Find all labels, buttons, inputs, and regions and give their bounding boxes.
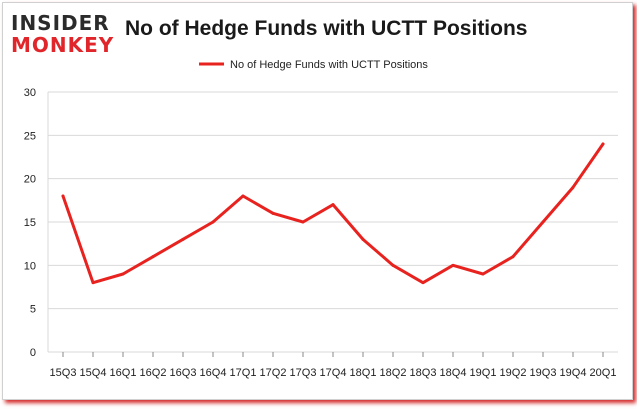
data-point xyxy=(61,194,65,198)
data-point xyxy=(511,255,515,259)
y-tick-label: 5 xyxy=(30,304,36,316)
data-point xyxy=(181,237,185,241)
y-axis-ticks: 0 5 10 15 20 25 30 xyxy=(24,87,36,359)
y-tick-label: 15 xyxy=(24,217,36,229)
x-tick-label: 15Q4 xyxy=(80,367,107,379)
data-point xyxy=(361,237,365,241)
x-tick-label: 17Q4 xyxy=(320,367,347,379)
data-point xyxy=(421,281,425,285)
data-point xyxy=(241,194,245,198)
data-point xyxy=(121,272,125,276)
data-point xyxy=(541,220,545,224)
x-tick-label: 17Q2 xyxy=(260,367,287,379)
x-tick-label: 18Q3 xyxy=(410,367,437,379)
logo-bottom-text: MONKEY xyxy=(11,33,115,57)
x-tick-label: 16Q3 xyxy=(170,367,197,379)
data-point xyxy=(601,142,605,146)
y-tick-label: 25 xyxy=(24,130,36,142)
legend-label: No of Hedge Funds with UCTT Positions xyxy=(230,59,428,71)
x-tick-label: 16Q2 xyxy=(140,367,167,379)
x-tick-label: 18Q1 xyxy=(350,367,377,379)
data-point xyxy=(571,185,575,189)
data-point xyxy=(451,263,455,267)
x-tick-label: 18Q2 xyxy=(380,367,407,379)
x-tick-label: 19Q3 xyxy=(530,367,557,379)
data-point xyxy=(91,281,95,285)
chart-frame: INSIDER MONKEY No of Hedge Funds with UC… xyxy=(2,2,633,400)
data-point xyxy=(151,255,155,259)
x-tick-label: 15Q3 xyxy=(50,367,77,379)
data-point xyxy=(331,203,335,207)
y-tick-label: 0 xyxy=(30,347,36,359)
data-point xyxy=(271,211,275,215)
x-axis-ticks: 15Q3 15Q4 16Q1 16Q2 16Q3 16Q4 17Q1 17Q2 17Q3 17Q4… xyxy=(50,352,617,379)
data-point xyxy=(211,220,215,224)
x-tick-label: 16Q1 xyxy=(110,367,137,379)
x-tick-label: 17Q3 xyxy=(290,367,317,379)
x-tick-label: 16Q4 xyxy=(200,367,227,379)
data-point xyxy=(301,220,305,224)
y-tick-label: 30 xyxy=(24,87,36,99)
x-tick-label: 19Q4 xyxy=(560,367,587,379)
data-point xyxy=(481,272,485,276)
insider-monkey-logo: INSIDER MONKEY xyxy=(11,11,121,57)
x-tick-label: 19Q1 xyxy=(470,367,497,379)
y-tick-label: 10 xyxy=(24,260,36,272)
legend: No of Hedge Funds with UCTT Positions xyxy=(199,59,428,71)
data-point xyxy=(391,263,395,267)
x-tick-label: 19Q2 xyxy=(500,367,527,379)
y-tick-label: 20 xyxy=(24,174,36,186)
chart-title: No of Hedge Funds with UCTT Positions xyxy=(125,17,528,40)
x-tick-label: 20Q1 xyxy=(590,367,617,379)
gridlines xyxy=(47,91,618,353)
x-tick-label: 17Q1 xyxy=(230,367,257,379)
logo-top-text: INSIDER xyxy=(11,11,110,35)
series-group xyxy=(61,142,605,285)
series-line xyxy=(61,142,605,285)
x-tick-label: 18Q4 xyxy=(440,367,467,379)
